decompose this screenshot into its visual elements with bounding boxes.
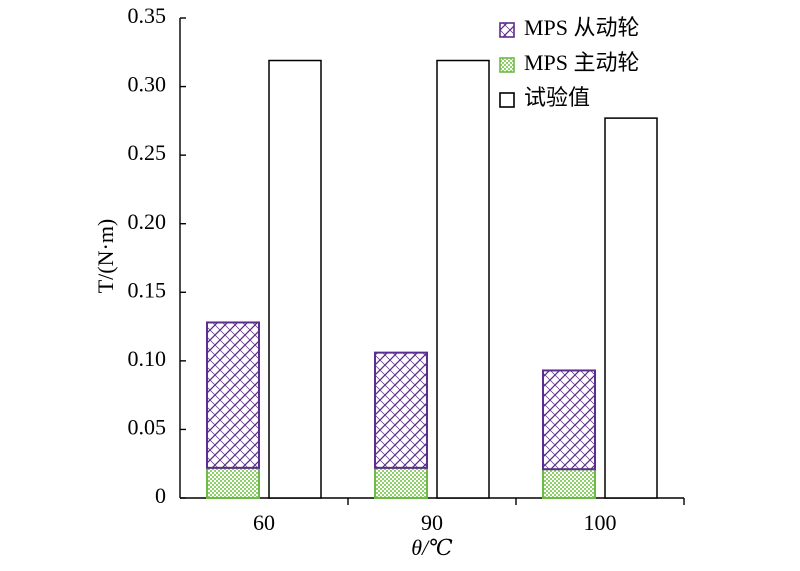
bar xyxy=(436,59,490,499)
y-tick-label: 0.10 xyxy=(128,346,167,371)
bar-segment xyxy=(542,369,596,471)
y-tick-label: 0 xyxy=(155,483,166,508)
legend-label: MPS 主动轮 xyxy=(524,50,640,75)
x-tick-label: 100 xyxy=(584,510,617,535)
legend-label: 试验值 xyxy=(524,85,590,110)
plot-area xyxy=(179,18,684,499)
y-tick-label: 0.35 xyxy=(128,3,167,28)
y-axis-label: T/(N·m) xyxy=(93,219,118,294)
legend-label: MPS 从动轮 xyxy=(524,15,640,40)
bar xyxy=(268,59,322,499)
x-axis-label: θ/℃ xyxy=(411,535,453,560)
bar-segment xyxy=(206,466,260,500)
y-tick-label: 0.20 xyxy=(128,209,167,234)
legend-swatch xyxy=(499,57,515,73)
legend-swatch xyxy=(499,22,515,38)
x-tick-label: 90 xyxy=(421,510,443,535)
bar xyxy=(604,117,658,499)
bar-segment xyxy=(542,468,596,500)
y-tick-label: 0.15 xyxy=(128,277,167,302)
x-axis-ticks: 60 90 100 xyxy=(253,498,685,535)
legend-swatch xyxy=(499,92,515,108)
bar-segment xyxy=(206,321,260,469)
y-axis-ticks: 0 0.05 0.10 0.15 0.20 0.25 0.30 0.35 xyxy=(128,3,186,508)
x-tick-label: 60 xyxy=(253,510,275,535)
y-tick-label: 0.05 xyxy=(128,414,167,439)
y-tick-label: 0.30 xyxy=(128,72,167,97)
bar-segment xyxy=(374,466,428,500)
bar-segment xyxy=(374,351,428,469)
y-tick-label: 0.25 xyxy=(128,140,167,165)
bars xyxy=(206,59,658,500)
